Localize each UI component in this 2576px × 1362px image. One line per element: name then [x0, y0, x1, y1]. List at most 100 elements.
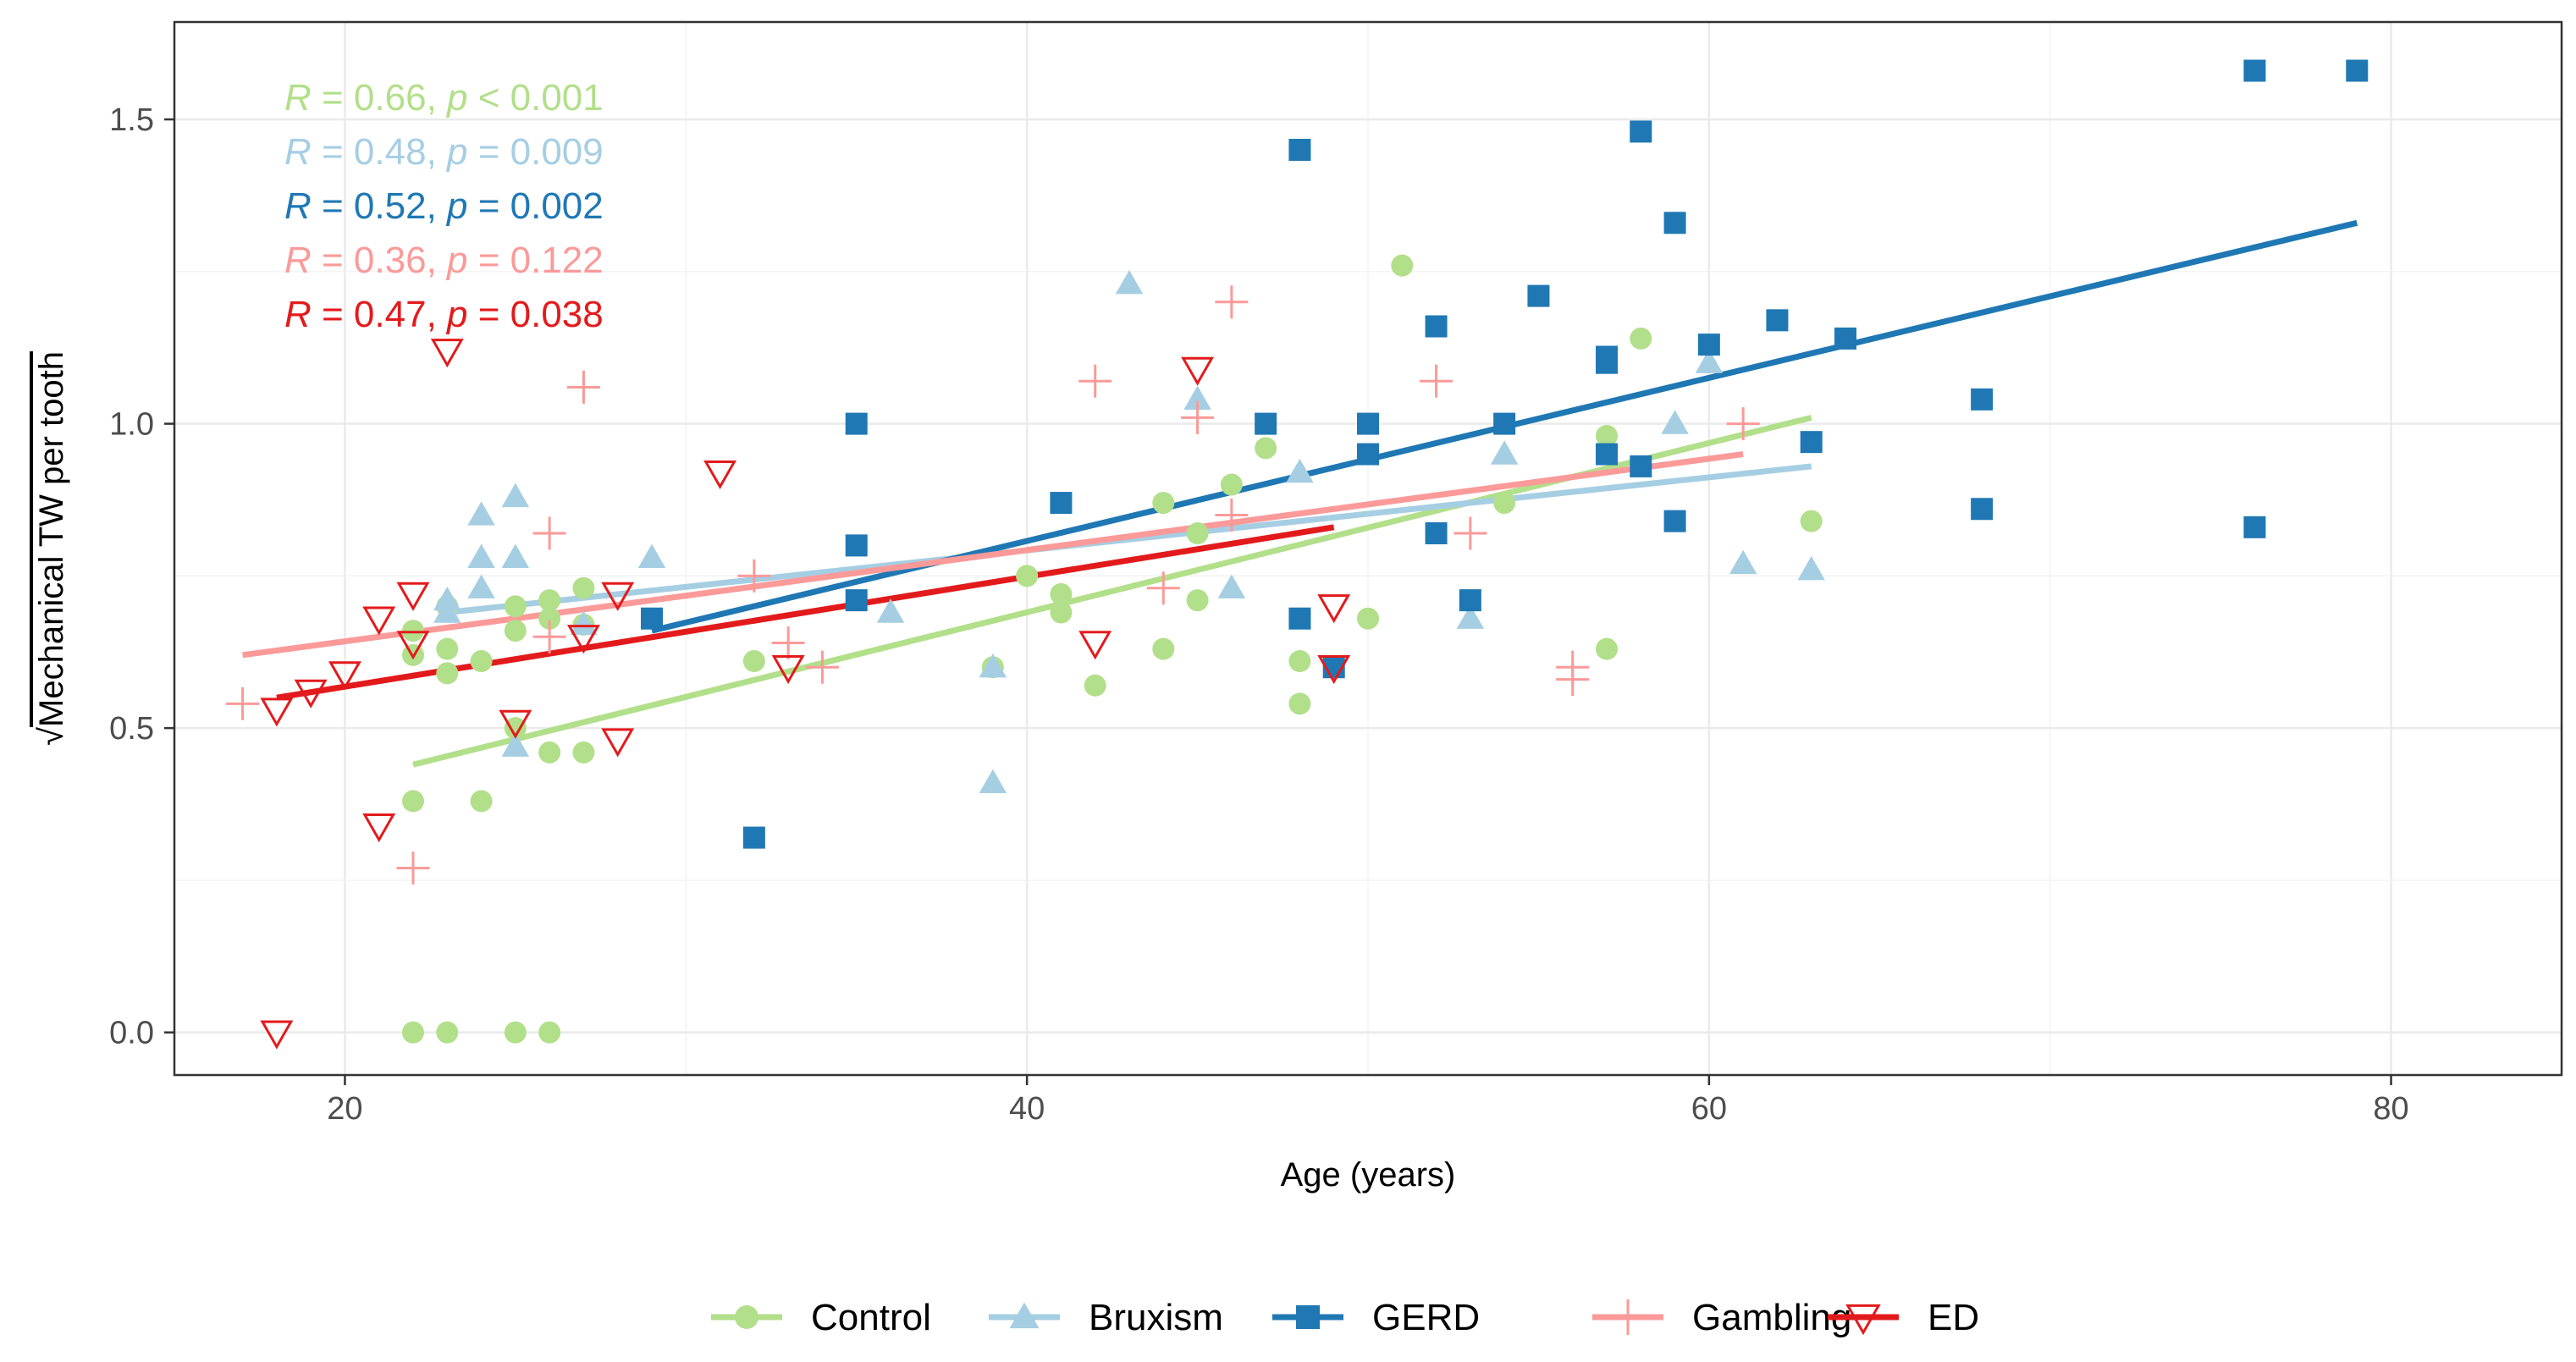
data-point	[504, 1021, 527, 1044]
data-point	[470, 790, 493, 813]
grid-lines	[174, 22, 2562, 1075]
data-point	[572, 741, 595, 764]
data-point	[402, 620, 424, 642]
marker-triangle-down	[771, 655, 805, 685]
legend-label: GERD	[1372, 1297, 1480, 1338]
data-point	[362, 606, 396, 636]
marker-triangle	[876, 598, 905, 623]
data-point	[1527, 284, 1550, 307]
marker-triangle	[501, 543, 530, 568]
data-point	[1490, 440, 1519, 465]
data-point	[1596, 424, 1618, 447]
marker-square	[1288, 607, 1311, 630]
marker-triangle-down	[328, 661, 361, 691]
marker-square	[2346, 59, 2369, 82]
annotation-symbol: R	[284, 131, 312, 173]
data-point	[1493, 412, 1516, 435]
data-point	[1493, 492, 1516, 515]
data-point	[260, 1020, 294, 1050]
annotation-value: = 0.48,	[312, 131, 447, 173]
marker-circle	[436, 1021, 459, 1044]
marker-square	[1766, 309, 1789, 332]
axes: 20 40 60 80 0.0 0.5 1.0 1.5	[109, 102, 2409, 1127]
data-point	[501, 732, 530, 757]
legend-key-marker	[735, 1305, 758, 1329]
marker-triangle	[979, 653, 1007, 678]
data-point	[396, 582, 430, 611]
marker-circle	[538, 741, 561, 764]
marker-square	[2243, 516, 2266, 538]
marker-triangle-down	[1317, 594, 1351, 624]
marker-triangle-down	[601, 582, 635, 611]
data-point	[226, 687, 260, 720]
y-tick-label: 0.5	[109, 711, 154, 747]
data-point	[1596, 443, 1618, 466]
y-axis-title-group: √Mechanical TW per tooth	[33, 351, 70, 746]
annotation-value: = 0.038	[468, 294, 604, 335]
data-point	[532, 620, 566, 653]
data-point	[402, 790, 424, 813]
legend: Control Bruxism GERD Gambling ED	[711, 1297, 1979, 1338]
marker-circle	[504, 620, 527, 642]
data-point	[771, 655, 805, 685]
data-point	[1078, 364, 1112, 398]
data-point	[1317, 655, 1351, 685]
marker-circle	[1084, 674, 1106, 697]
data-point	[467, 574, 495, 598]
data-point	[1215, 498, 1249, 532]
data-point	[436, 637, 459, 660]
data-point	[1697, 334, 1720, 356]
data-point	[805, 650, 839, 684]
data-point	[1181, 356, 1215, 386]
data-point	[570, 610, 598, 636]
x-tick-label: 80	[2373, 1091, 2408, 1127]
data-point	[1766, 309, 1789, 332]
y-tick-label: 0.0	[109, 1016, 154, 1051]
data-point	[1729, 549, 1757, 575]
x-tick-label: 60	[1691, 1091, 1727, 1127]
data-point	[1050, 492, 1073, 515]
series-gerd	[641, 59, 2369, 849]
marker-circle	[402, 620, 424, 642]
fit-line-bruxism	[446, 463, 1812, 615]
data-point	[433, 586, 461, 611]
data-point	[1797, 555, 1825, 581]
data-point	[2243, 516, 2266, 538]
y-axis-title: √Mechanical TW per tooth	[33, 351, 70, 746]
data-point	[601, 728, 635, 758]
data-point	[436, 1021, 459, 1044]
series-gambling	[226, 285, 1760, 885]
marker-triangle	[1729, 549, 1757, 575]
data-point	[1288, 692, 1311, 715]
data-point	[470, 650, 493, 673]
data-point	[1152, 637, 1175, 660]
marker-circle	[402, 1021, 424, 1044]
marker-circle	[436, 637, 459, 660]
marker-square	[1663, 510, 1686, 532]
marker-square	[1357, 443, 1379, 466]
legend-label: Gambling	[1692, 1297, 1851, 1338]
marker-square	[2243, 59, 2266, 82]
data-point	[1181, 400, 1215, 434]
series-control	[402, 254, 1823, 1044]
data-point	[703, 460, 737, 490]
marker-circle	[1357, 607, 1379, 630]
annotation-value: = 0.36,	[312, 240, 447, 281]
marker-circle	[1288, 692, 1311, 715]
data-point	[1661, 410, 1689, 434]
marker-circle	[1255, 437, 1277, 460]
legend-item-gambling: Gambling	[1592, 1297, 1851, 1338]
y-axis-radical: √	[33, 727, 70, 746]
data-point	[566, 625, 600, 654]
data-point	[436, 662, 459, 685]
marker-circle	[538, 607, 561, 630]
marker-triangle	[570, 610, 598, 636]
annotation-symbol: R	[284, 185, 312, 227]
marker-square	[845, 589, 868, 612]
data-point	[1146, 571, 1180, 605]
marker-triangle-down	[294, 679, 328, 709]
data-point	[1596, 637, 1618, 660]
annotation-value: = 0.002	[468, 185, 604, 227]
data-point	[1050, 582, 1073, 605]
annotation-symbol: p	[445, 77, 467, 119]
